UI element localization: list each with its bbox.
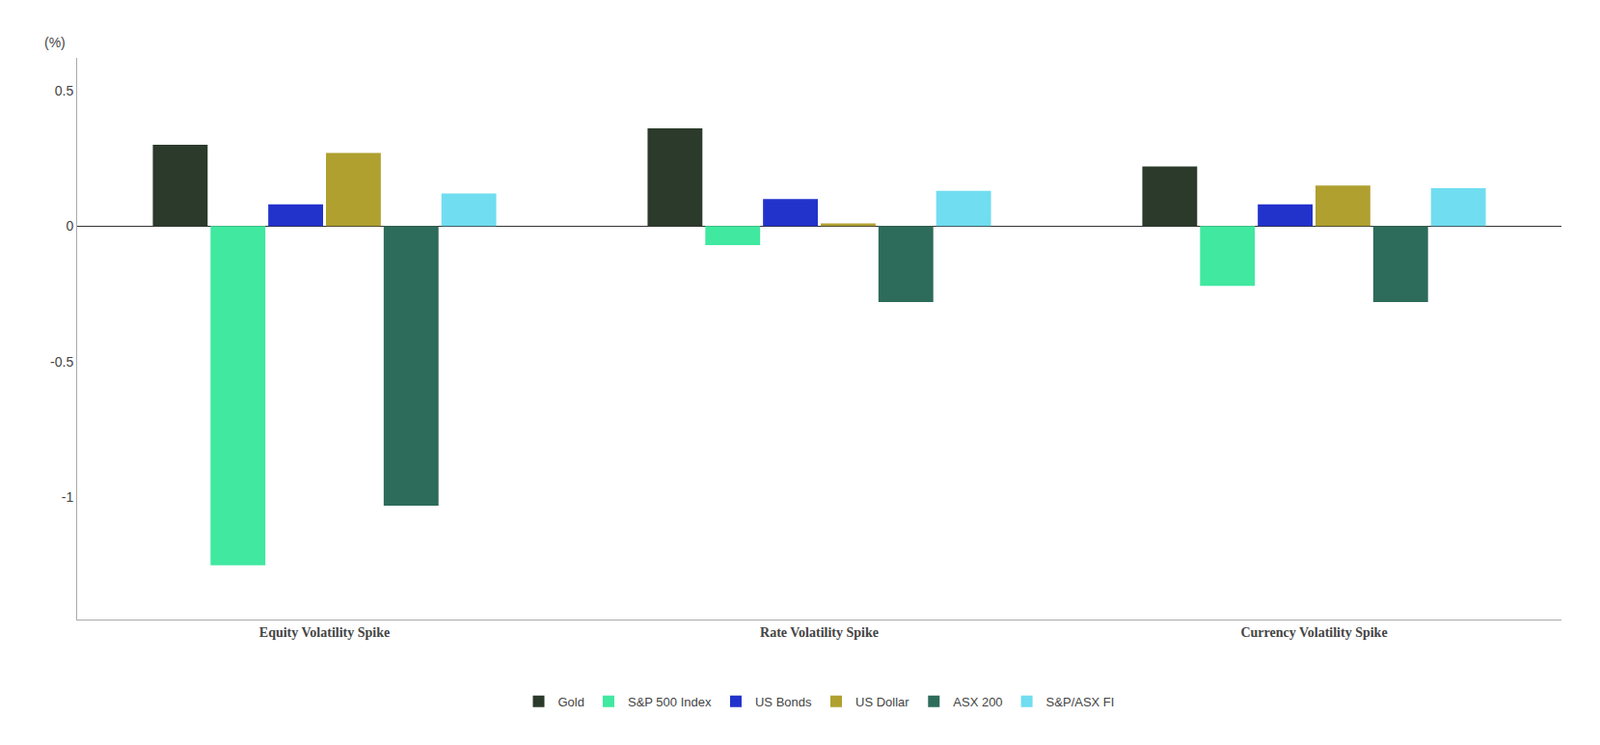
svg-text:-1: -1 <box>61 488 75 505</box>
svg-text:Equity Volatility Spike: Equity Volatility Spike <box>259 624 390 640</box>
svg-text:ASX 200: ASX 200 <box>952 694 1003 709</box>
svg-text:Rate Volatility Spike: Rate Volatility Spike <box>759 624 879 640</box>
svg-text:0.5: 0.5 <box>54 82 75 99</box>
svg-text:S&P/ASX FI: S&P/ASX FI <box>1046 694 1115 709</box>
svg-text:S&P 500 Index: S&P 500 Index <box>627 694 712 709</box>
svg-text:Currency Volatility Spike: Currency Volatility Spike <box>1240 624 1387 640</box>
svg-text:US Dollar: US Dollar <box>855 694 910 709</box>
svg-text:0: 0 <box>65 217 74 234</box>
svg-text:(%): (%) <box>44 34 66 51</box>
svg-text:-0.5: -0.5 <box>50 353 74 370</box>
svg-text:Gold: Gold <box>558 694 585 709</box>
svg-text:US Bonds: US Bonds <box>755 694 813 709</box>
